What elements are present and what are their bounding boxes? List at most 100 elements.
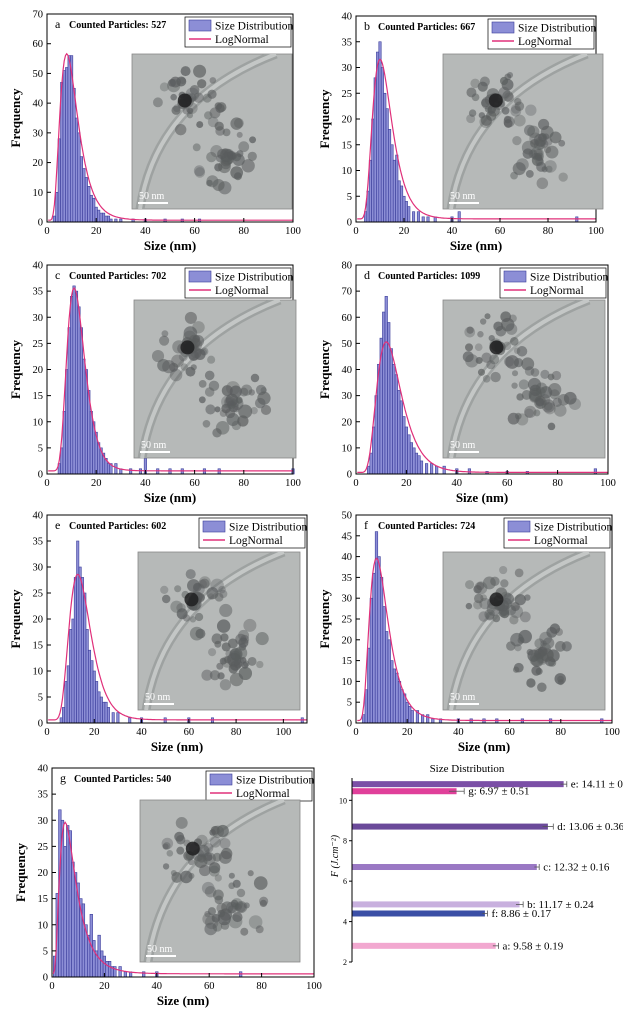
histogram-bar	[402, 416, 406, 475]
histogram-bar	[426, 714, 430, 724]
y-tick-label: 40	[342, 552, 353, 563]
nanoparticle	[465, 580, 475, 590]
nanoparticle	[162, 843, 169, 850]
y-tick-label: 20	[33, 365, 44, 376]
histogram-bar	[123, 971, 127, 978]
nanoparticle	[543, 637, 555, 649]
y-tick-label: 35	[38, 790, 49, 801]
nanoparticle	[558, 172, 568, 182]
y-tick-label: 0	[38, 470, 43, 481]
nanoparticle	[153, 97, 163, 108]
nanoparticle	[484, 313, 491, 320]
nanoparticle	[219, 589, 228, 599]
lognormal-fit-line	[357, 557, 612, 722]
nanoparticle	[512, 135, 522, 146]
y-tick-label: 50	[342, 511, 353, 522]
histogram-bar	[382, 311, 386, 475]
nanoparticle	[235, 902, 246, 913]
nanoparticle	[563, 391, 577, 405]
nanoparticle	[208, 862, 221, 874]
histogram-bar	[74, 290, 79, 475]
histogram-bar	[410, 710, 414, 724]
lognormal-fit-line	[48, 286, 293, 472]
nanoparticle	[210, 825, 220, 835]
scale-bar-label: 50 nm	[139, 191, 165, 202]
nanoparticle	[212, 178, 225, 192]
y-tick-label: 5	[38, 443, 43, 454]
nanoparticle	[204, 922, 218, 936]
x-tick-label: 0	[44, 226, 49, 237]
nanoparticle	[529, 652, 544, 667]
nanoparticle	[484, 609, 495, 620]
dense-particle	[488, 93, 503, 108]
nanoparticle	[521, 390, 532, 400]
summary-bar-label: a: 9.58 ± 0.19	[503, 940, 564, 952]
nanoparticle	[561, 641, 572, 652]
nanoparticle	[480, 318, 487, 325]
histogram-bar	[408, 706, 412, 724]
nanoparticle	[218, 585, 226, 594]
x-tick-label: 100	[285, 226, 301, 237]
y-tick-label: 35	[342, 37, 353, 48]
counted-particles-label: Counted Particles: 602	[69, 521, 166, 532]
nanoparticle	[486, 360, 496, 370]
histogram-bar	[409, 442, 413, 475]
legend-label-size-distribution: Size Distribution	[518, 23, 597, 35]
nanoparticle	[193, 582, 202, 592]
lognormal-fit-line	[48, 52, 293, 221]
nanoparticle	[535, 157, 544, 166]
x-axis-label: Size (nm)	[456, 490, 508, 505]
nanoparticle	[226, 901, 238, 914]
nanoparticle	[514, 568, 524, 578]
nanoparticle	[480, 594, 487, 601]
legend-swatch-bars	[188, 19, 212, 32]
x-tick-label: 0	[44, 478, 49, 489]
nanoparticle	[166, 849, 174, 857]
nanoparticle	[511, 382, 518, 389]
tem-inset-e: 50 nm	[137, 551, 301, 711]
lognormal-fit-line	[357, 58, 596, 220]
nanoparticle	[216, 662, 224, 670]
nanoparticle	[516, 413, 529, 426]
nanoparticle	[214, 640, 222, 648]
nanoparticle	[183, 614, 191, 622]
dense-particle	[489, 592, 504, 607]
histogram-bar	[367, 647, 371, 724]
legend-label-lognormal: LogNormal	[236, 788, 290, 800]
summary-y-axis-label: F (J.cm⁻²)	[330, 834, 341, 878]
nanoparticle	[201, 669, 213, 681]
legend-label-lognormal: LogNormal	[518, 36, 572, 48]
histogram-bar	[85, 629, 89, 724]
nanoparticle	[547, 373, 555, 381]
nanoparticle	[500, 311, 512, 323]
x-tick-label: 100	[600, 478, 616, 489]
x-tick-label: 100	[588, 226, 604, 237]
nanoparticle	[214, 406, 221, 413]
nanoparticle	[537, 682, 547, 692]
nanoparticle	[228, 402, 239, 413]
histogram-bar	[74, 117, 79, 223]
histogram-bar	[380, 67, 384, 223]
y-tick-label: 40	[33, 99, 44, 110]
y-tick-label: 20	[342, 115, 353, 126]
nanoparticle	[474, 343, 483, 352]
nanoparticle	[509, 336, 519, 346]
histogram-bar	[380, 577, 384, 724]
summary-bar	[352, 823, 548, 830]
legend-swatch-bars	[507, 520, 531, 533]
histogram-bar	[65, 369, 69, 475]
histogram-bar	[71, 618, 75, 724]
nanoparticle	[482, 576, 496, 590]
nanoparticle	[511, 370, 519, 377]
histogram-bar	[421, 216, 425, 223]
nanoparticle	[206, 179, 213, 187]
summary-y-tick-label: 4	[343, 918, 347, 927]
summary-bar-label: b: 11.17 ± 0.24	[527, 899, 594, 911]
histogram-bar	[106, 707, 110, 724]
nanoparticle	[535, 152, 544, 162]
histogram-bar	[71, 861, 75, 978]
x-tick-label: 80	[556, 727, 567, 738]
histogram-bar	[67, 55, 71, 223]
histogram-bar	[106, 215, 111, 223]
